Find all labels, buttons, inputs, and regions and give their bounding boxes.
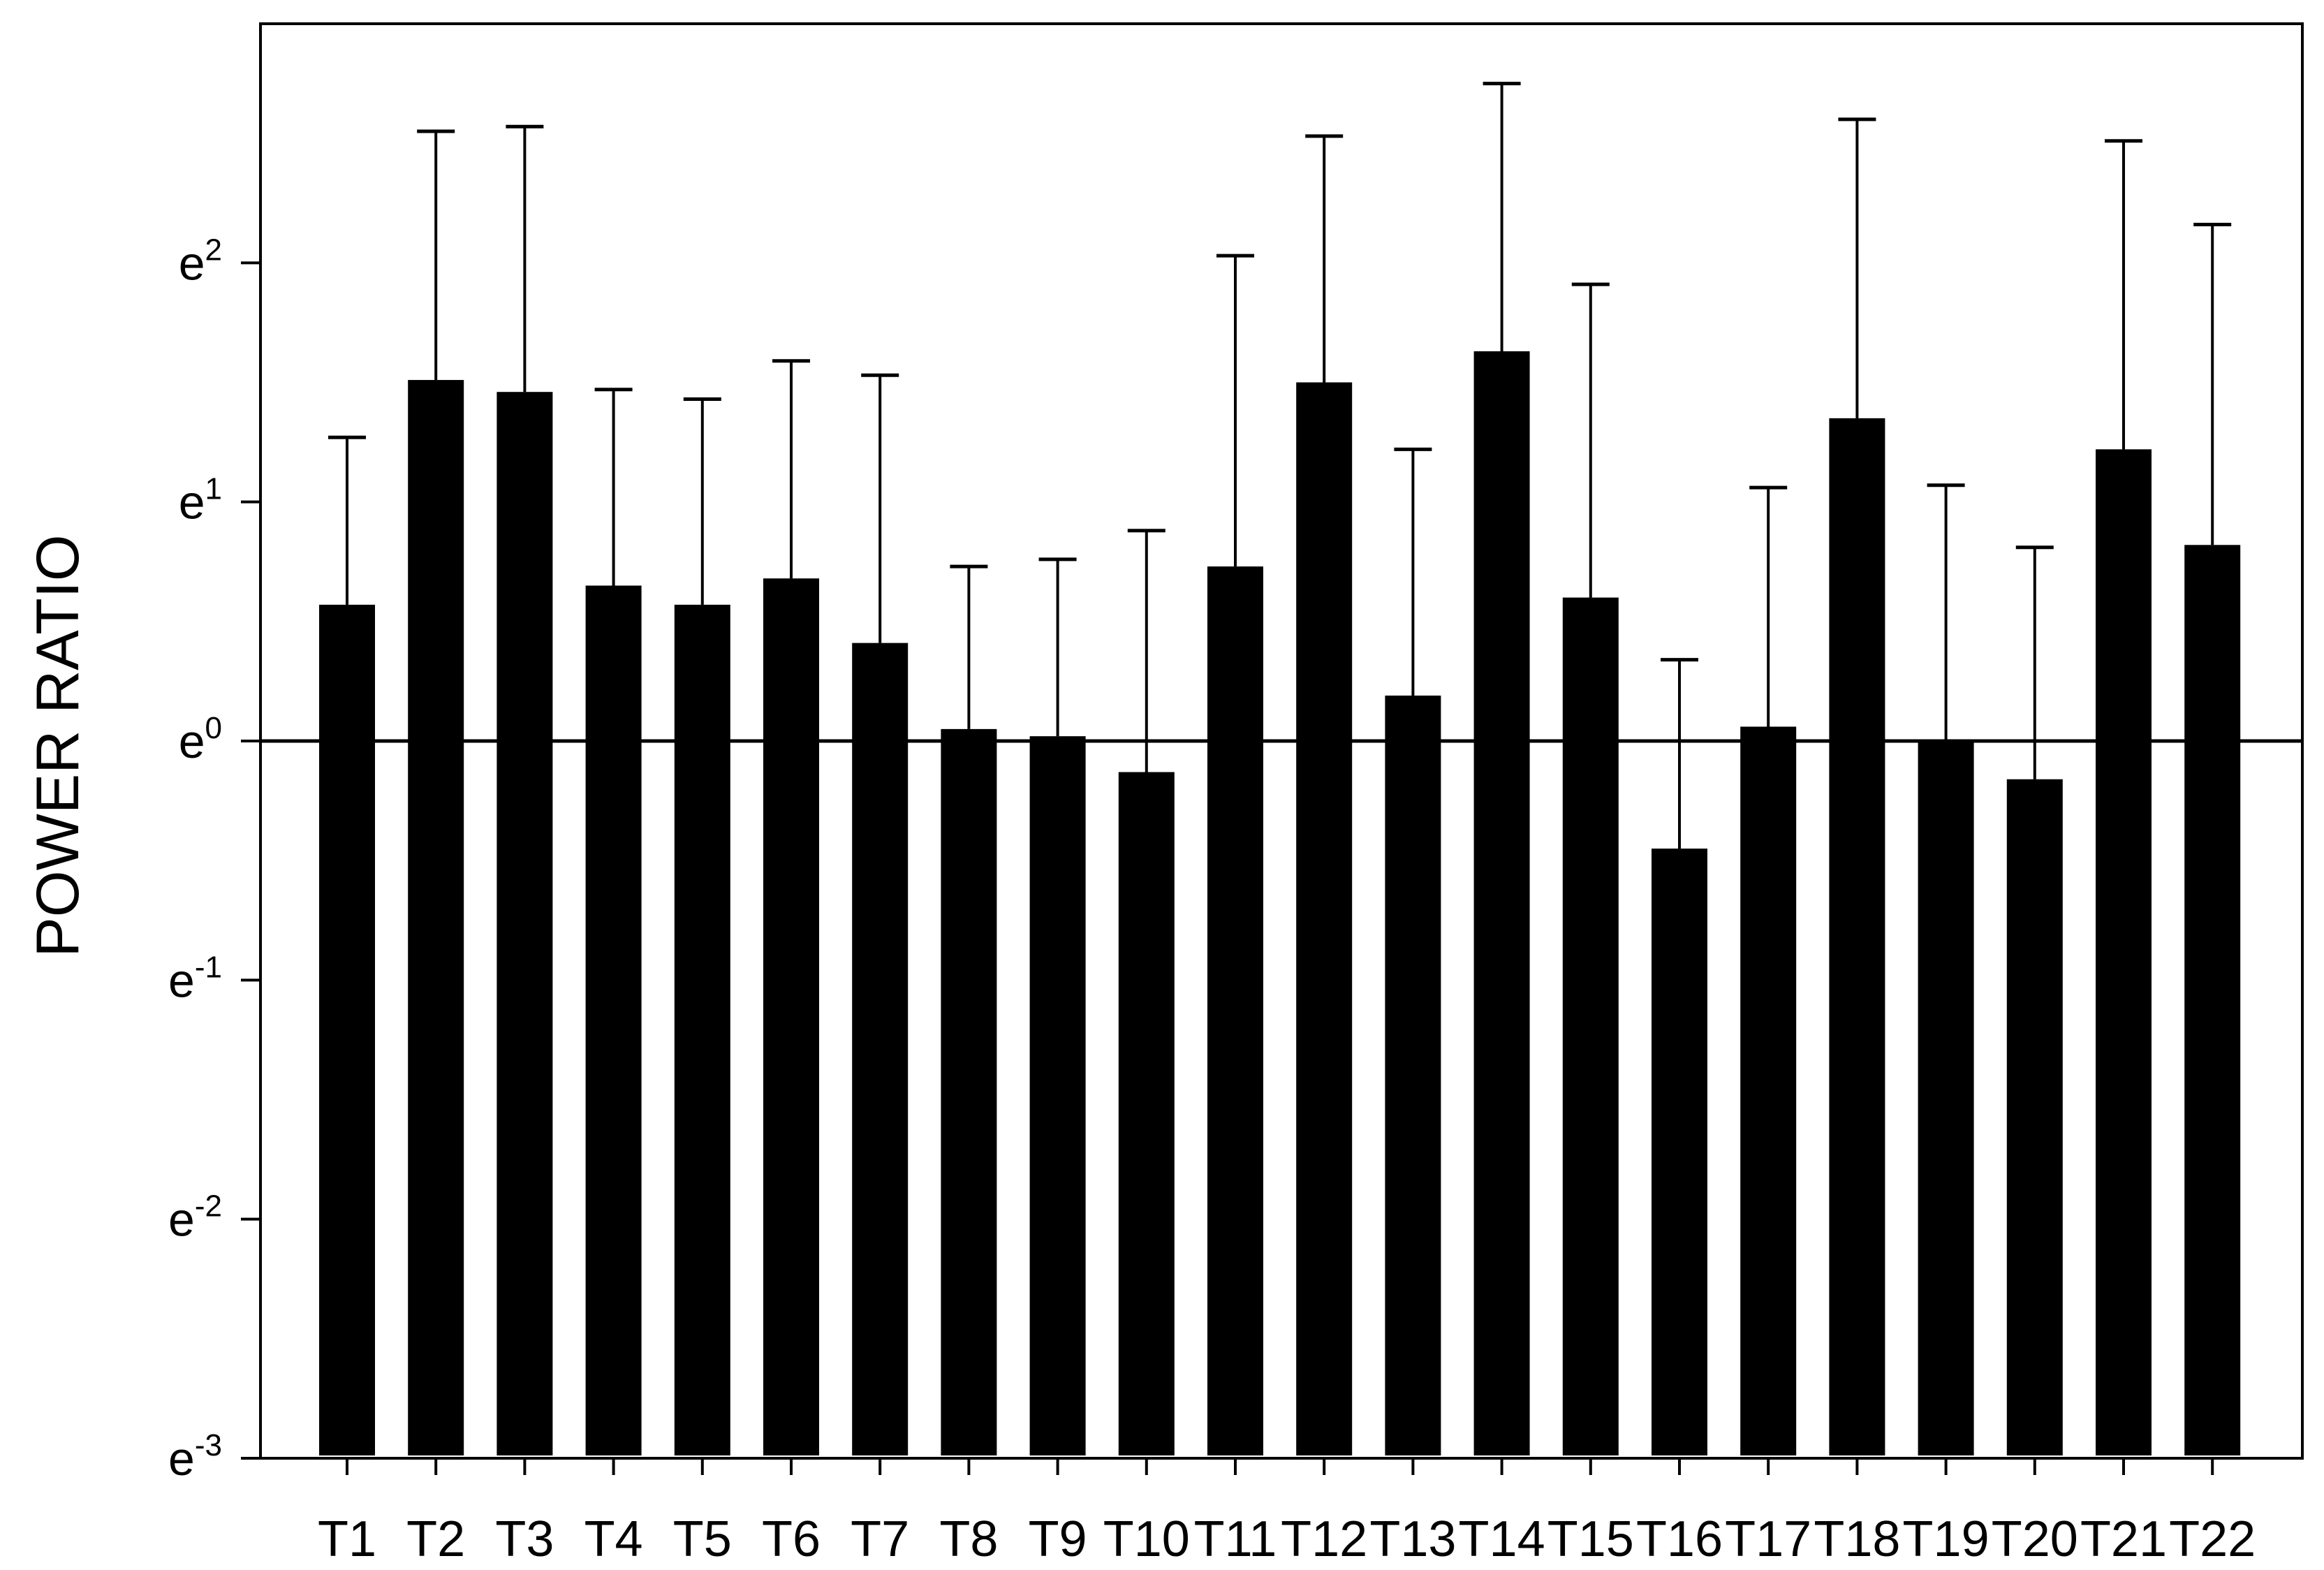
bar-t22 — [2184, 545, 2241, 1456]
bar-t4 — [585, 585, 642, 1455]
x-tick-label-t18: T18 — [1814, 1511, 1900, 1567]
error-bar-t10 — [1127, 529, 1165, 772]
bar-t6 — [763, 578, 819, 1455]
error-bar-t5 — [683, 397, 721, 605]
x-tick-label-t7: T7 — [851, 1511, 909, 1567]
error-bar-t8 — [950, 564, 988, 729]
x-tick-label-t17: T17 — [1725, 1511, 1811, 1567]
error-bars-layer — [328, 82, 2232, 849]
error-bar-t17 — [1749, 485, 1788, 727]
x-tick-label-t2: T2 — [406, 1511, 465, 1567]
bar-t3 — [497, 392, 553, 1455]
y-tick-label: e0 — [179, 711, 222, 768]
x-tick-label-t22: T22 — [2169, 1511, 2256, 1567]
y-tick-label: e-1 — [168, 950, 222, 1007]
y-tick-label: e-2 — [168, 1189, 222, 1247]
error-bar-t14 — [1483, 82, 1521, 351]
x-tick-label-t15: T15 — [1547, 1511, 1634, 1567]
error-bar-t15 — [1571, 282, 1610, 598]
error-bar-t16 — [1661, 658, 1698, 849]
x-tick-label-t5: T5 — [673, 1511, 732, 1567]
x-tick-label-t9: T9 — [1029, 1511, 1087, 1567]
x-tick-label-t20: T20 — [1992, 1511, 2078, 1567]
x-tick-label-t21: T21 — [2080, 1511, 2167, 1567]
x-tick-label-t19: T19 — [1903, 1511, 1990, 1567]
error-bar-t9 — [1038, 557, 1077, 737]
x-tick-label-t12: T12 — [1281, 1511, 1367, 1567]
y-tick-label: e-3 — [168, 1428, 222, 1485]
error-bar-t1 — [328, 435, 366, 605]
error-bar-t6 — [772, 359, 810, 579]
bars-layer — [319, 351, 2241, 1456]
x-tick-label-t1: T1 — [318, 1511, 376, 1567]
x-tick-label-t10: T10 — [1103, 1511, 1190, 1567]
x-tick-label-t6: T6 — [762, 1511, 821, 1567]
bar-t5 — [674, 604, 730, 1455]
x-tick-label-t3: T3 — [495, 1511, 554, 1567]
bar-t11 — [1207, 566, 1263, 1455]
bar-t12 — [1296, 382, 1353, 1455]
y-tick-label: e1 — [179, 472, 222, 529]
bar-t8 — [941, 728, 997, 1455]
bar-t9 — [1029, 736, 1086, 1455]
y-tick-label: e2 — [179, 233, 222, 290]
bar-t2 — [408, 380, 464, 1455]
bar-t18 — [1829, 418, 1885, 1455]
y-axis-label: POWER RATIO — [24, 534, 91, 957]
error-bar-t12 — [1305, 134, 1344, 383]
error-bar-t13 — [1394, 447, 1432, 696]
bar-t10 — [1118, 772, 1175, 1455]
error-bar-t20 — [2015, 545, 2054, 779]
bar-t17 — [1740, 726, 1797, 1455]
error-bar-t4 — [594, 388, 633, 586]
bar-t21 — [2096, 449, 2152, 1456]
error-bar-t19 — [1927, 483, 1965, 741]
error-bar-t21 — [2105, 139, 2142, 450]
error-bar-t3 — [506, 124, 544, 392]
error-bar-t11 — [1216, 254, 1254, 567]
bar-t15 — [1562, 597, 1619, 1455]
x-tick-label-t16: T16 — [1636, 1511, 1723, 1567]
bar-t20 — [2006, 779, 2063, 1455]
error-bar-t2 — [417, 129, 455, 381]
y-axis: e2 e1 e0 e-1 e-2 e-3 — [168, 233, 260, 1485]
x-tick-label-t14: T14 — [1459, 1511, 1545, 1567]
bar-t1 — [319, 604, 375, 1455]
bar-t19 — [1918, 741, 1974, 1455]
bar-t13 — [1385, 695, 1441, 1455]
x-tick-label-t8: T8 — [939, 1511, 998, 1567]
bar-t7 — [852, 643, 909, 1455]
x-axis: T1 T2 T3 T4 T5 T6 T7 T8 T9 T10 T11 T12 T13 T14 T15 T16 T… — [318, 1458, 2256, 1567]
error-bar-t7 — [861, 373, 899, 643]
x-tick-label-t11: T11 — [1194, 1511, 1277, 1567]
x-tick-label-t13: T13 — [1369, 1511, 1456, 1567]
bar-t14 — [1473, 351, 1530, 1455]
x-tick-label-t4: T4 — [584, 1511, 643, 1567]
error-bar-t18 — [1838, 117, 1876, 418]
error-bar-t22 — [2193, 223, 2232, 545]
bar-t16 — [1652, 849, 1707, 1455]
